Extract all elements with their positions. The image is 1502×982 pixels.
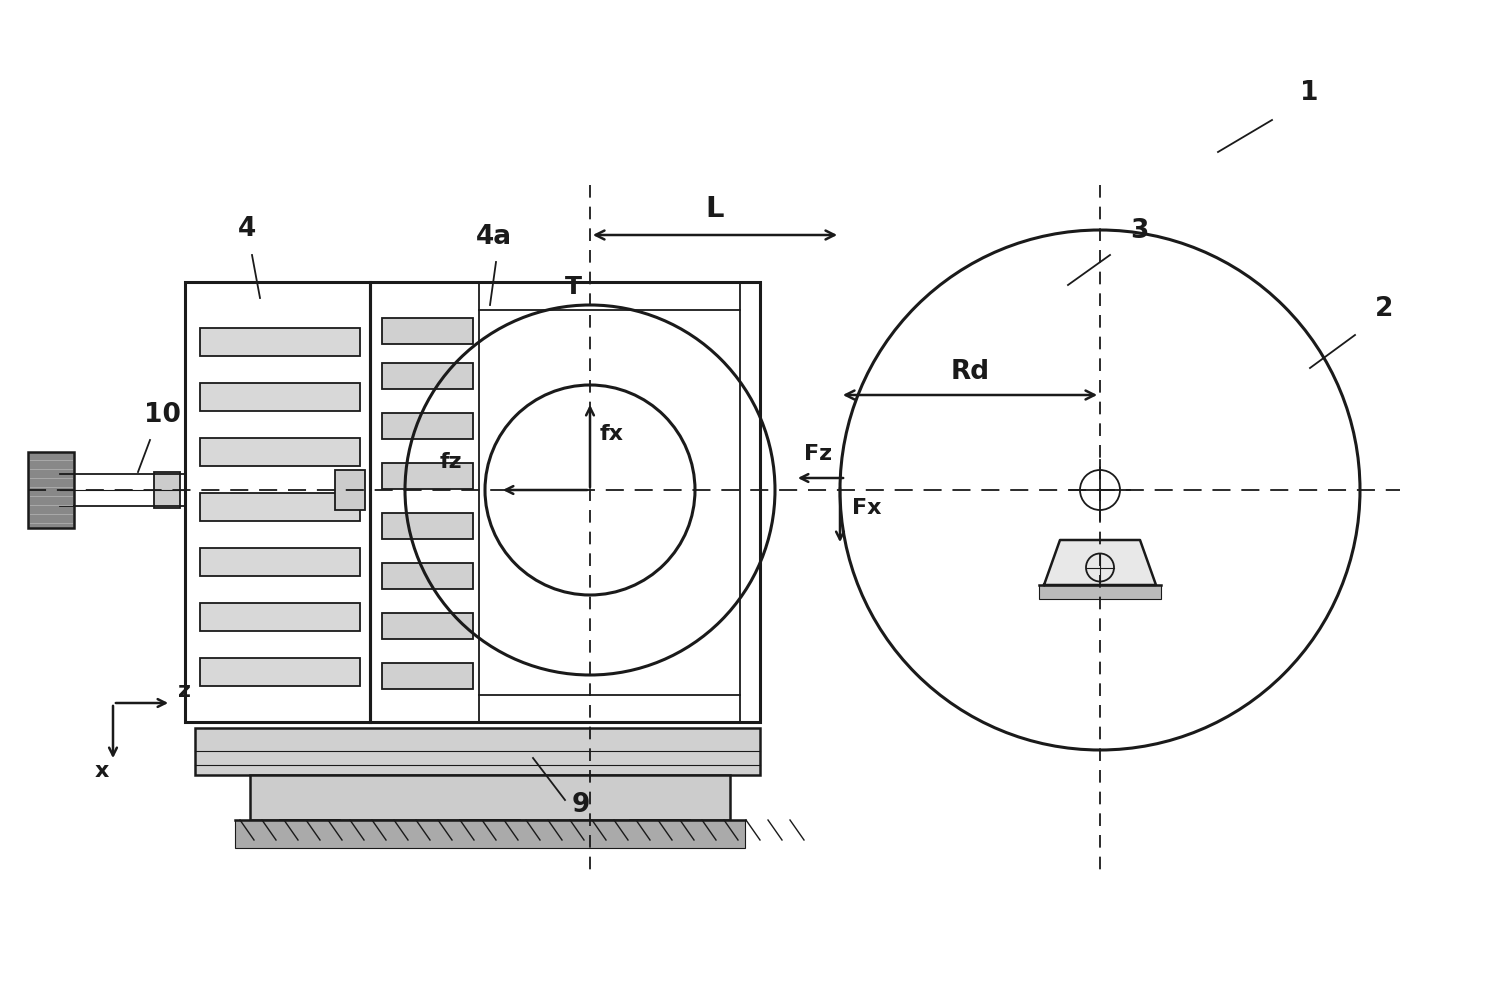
Text: 10: 10	[144, 402, 180, 428]
Bar	[200, 658, 360, 686]
Bar	[200, 328, 360, 356]
Bar	[382, 413, 473, 439]
Bar	[249, 775, 730, 820]
Bar	[460, 820, 520, 840]
Bar	[29, 452, 74, 528]
Bar	[200, 603, 360, 631]
Bar	[382, 613, 473, 639]
Polygon shape	[1044, 540, 1157, 585]
Bar	[155, 472, 180, 508]
Bar	[200, 548, 360, 576]
Text: Rd: Rd	[951, 359, 990, 385]
Bar	[382, 363, 473, 389]
Bar	[382, 663, 473, 689]
Bar	[279, 820, 339, 840]
Text: 3: 3	[1130, 218, 1149, 244]
Bar	[1039, 585, 1161, 599]
Bar	[629, 820, 689, 840]
Text: fz: fz	[440, 452, 463, 472]
Text: 4a: 4a	[476, 224, 512, 250]
Bar	[200, 493, 360, 521]
Bar	[335, 470, 365, 510]
Bar	[382, 318, 473, 344]
Bar	[369, 282, 760, 722]
Text: L: L	[706, 195, 724, 223]
Bar	[200, 383, 360, 411]
Bar	[382, 563, 473, 589]
Text: 1: 1	[1301, 80, 1319, 106]
Text: Fz: Fz	[804, 444, 832, 464]
Bar	[234, 820, 745, 848]
Text: 9: 9	[572, 792, 590, 818]
Bar	[195, 728, 760, 775]
Text: 2: 2	[1374, 296, 1394, 322]
Bar	[200, 438, 360, 466]
Text: Fx: Fx	[852, 498, 882, 518]
Text: z: z	[179, 681, 191, 701]
Bar	[185, 282, 369, 722]
Text: T: T	[565, 275, 581, 299]
Bar	[382, 513, 473, 539]
Bar	[382, 463, 473, 489]
Text: fx: fx	[599, 424, 623, 444]
Text: x: x	[95, 761, 110, 781]
Text: 4: 4	[237, 216, 257, 242]
